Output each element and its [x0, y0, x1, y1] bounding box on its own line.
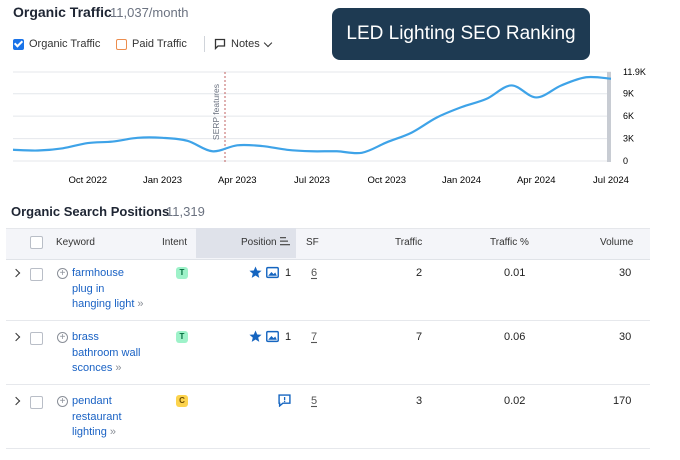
position-column-highlight: [196, 228, 296, 258]
keyword-line: farmhouse: [72, 267, 124, 279]
column-traffic[interactable]: Traffic: [395, 237, 423, 248]
traffic-value: 2: [416, 267, 423, 279]
chat-icon: [278, 394, 291, 407]
x-tick-label: Oct 2023: [367, 175, 406, 186]
volume-value: 170: [613, 395, 632, 407]
position-value: 1: [285, 331, 292, 343]
y-tick-label: 11.9K: [623, 67, 646, 77]
sf-count[interactable]: 5: [311, 395, 318, 407]
position-value: 1: [285, 267, 292, 279]
keyword-line: bathroom wall: [72, 346, 141, 359]
y-tick-label: 0: [623, 156, 628, 166]
organic-traffic-toggle[interactable]: Organic Traffic: [13, 37, 100, 51]
keyword-line: pendant: [72, 395, 112, 407]
organic-traffic-toggle-label: Organic Traffic: [29, 38, 101, 50]
double-chevron-icon: »: [137, 298, 144, 310]
keyword-line: sconces: [72, 362, 113, 374]
y-tick-label: 3K: [623, 134, 634, 144]
x-tick-label: Apr 2023: [218, 175, 257, 186]
y-tick-label: 9K: [623, 89, 634, 99]
keyword-line: restaurant: [72, 410, 122, 423]
x-tick-label: Jan 2023: [143, 175, 182, 186]
keyword-link[interactable]: pendant restaurant lighting»: [72, 394, 152, 441]
traffic-value: 3: [416, 395, 423, 407]
traffic-chart: SERP features 0 3K 6K 9K 11.9K Oct 2022 Jan 2…: [12, 67, 646, 186]
x-tick-label: Jul 2023: [294, 175, 330, 186]
serp-features-annotation: SERP features: [211, 84, 221, 140]
star-icon: [249, 330, 262, 342]
column-position[interactable]: Position: [241, 237, 277, 248]
select-all-checkbox[interactable]: [30, 236, 43, 249]
star-icon: [249, 266, 262, 278]
double-chevron-icon: »: [115, 362, 122, 374]
traffic-percent-value: 0.01: [504, 267, 526, 279]
filter-divider: [204, 36, 205, 52]
column-volume[interactable]: Volume: [600, 237, 634, 248]
notes-icon: [214, 38, 226, 50]
expand-row-icon[interactable]: [11, 268, 21, 278]
volume-value: 30: [619, 267, 632, 279]
double-chevron-icon: »: [109, 426, 116, 438]
y-tick-label: 6K: [623, 111, 634, 121]
organic-traffic-checkbox[interactable]: [13, 38, 24, 50]
column-sf[interactable]: SF: [306, 237, 319, 248]
paid-traffic-toggle-label: Paid Traffic: [132, 38, 187, 50]
x-tick-label: Jan 2024: [442, 175, 481, 186]
column-intent[interactable]: Intent: [162, 237, 188, 248]
intent-badge: T: [176, 267, 188, 279]
column-keyword[interactable]: Keyword: [56, 237, 95, 248]
sf-count[interactable]: 6: [311, 267, 318, 279]
traffic-value: 7: [416, 331, 423, 343]
row-checkbox[interactable]: [30, 332, 43, 345]
keyword-line: hanging light: [72, 298, 135, 310]
x-tick-label: Apr 2024: [517, 175, 556, 186]
sort-icon[interactable]: [279, 235, 291, 247]
seo-ranking-banner: LED Lighting SEO Ranking: [332, 8, 590, 60]
column-traffic-percent[interactable]: Traffic %: [490, 237, 529, 248]
row-divider: [6, 384, 650, 385]
paid-traffic-checkbox[interactable]: [116, 38, 127, 50]
row-checkbox[interactable]: [30, 396, 43, 409]
row-divider: [6, 320, 650, 321]
table-header: [6, 228, 650, 260]
x-tick-label: Jul 2024: [593, 175, 629, 186]
sf-count[interactable]: 7: [311, 331, 318, 343]
add-keyword-icon[interactable]: +: [57, 332, 68, 343]
organic-traffic-series-line: [12, 75, 612, 155]
notes-label: Notes: [231, 38, 260, 50]
add-keyword-icon[interactable]: +: [57, 268, 68, 279]
organic-traffic-title: Organic Traffic: [13, 4, 112, 20]
row-divider: [6, 448, 650, 449]
x-tick-label: Oct 2022: [68, 175, 107, 186]
keyword-line: lighting: [72, 426, 107, 438]
keyword-link[interactable]: brass bathroom wall sconces»: [72, 330, 152, 377]
expand-row-icon[interactable]: [11, 396, 21, 406]
keyword-link[interactable]: farmhouse plug in hanging light»: [72, 266, 152, 313]
add-keyword-icon[interactable]: +: [57, 396, 68, 407]
image-icon: [266, 330, 279, 343]
positions-count: 11,319: [166, 204, 205, 219]
volume-value: 30: [619, 331, 632, 343]
keyword-line: plug in: [72, 282, 105, 295]
traffic-percent-value: 0.06: [504, 331, 526, 343]
paid-traffic-toggle[interactable]: Paid Traffic: [116, 37, 187, 51]
notes-dropdown[interactable]: Notes: [214, 37, 272, 51]
intent-badge: C: [176, 395, 188, 407]
organic-traffic-value: 11,037/month: [110, 5, 189, 20]
image-icon: [266, 266, 279, 279]
expand-row-icon[interactable]: [11, 332, 21, 342]
positions-title: Organic Search Positions: [11, 204, 170, 219]
keyword-line: brass: [72, 331, 99, 343]
intent-badge: T: [176, 331, 188, 343]
traffic-percent-value: 0.02: [504, 395, 526, 407]
chart-scroll-handle[interactable]: [607, 72, 611, 162]
row-checkbox[interactable]: [30, 268, 43, 281]
